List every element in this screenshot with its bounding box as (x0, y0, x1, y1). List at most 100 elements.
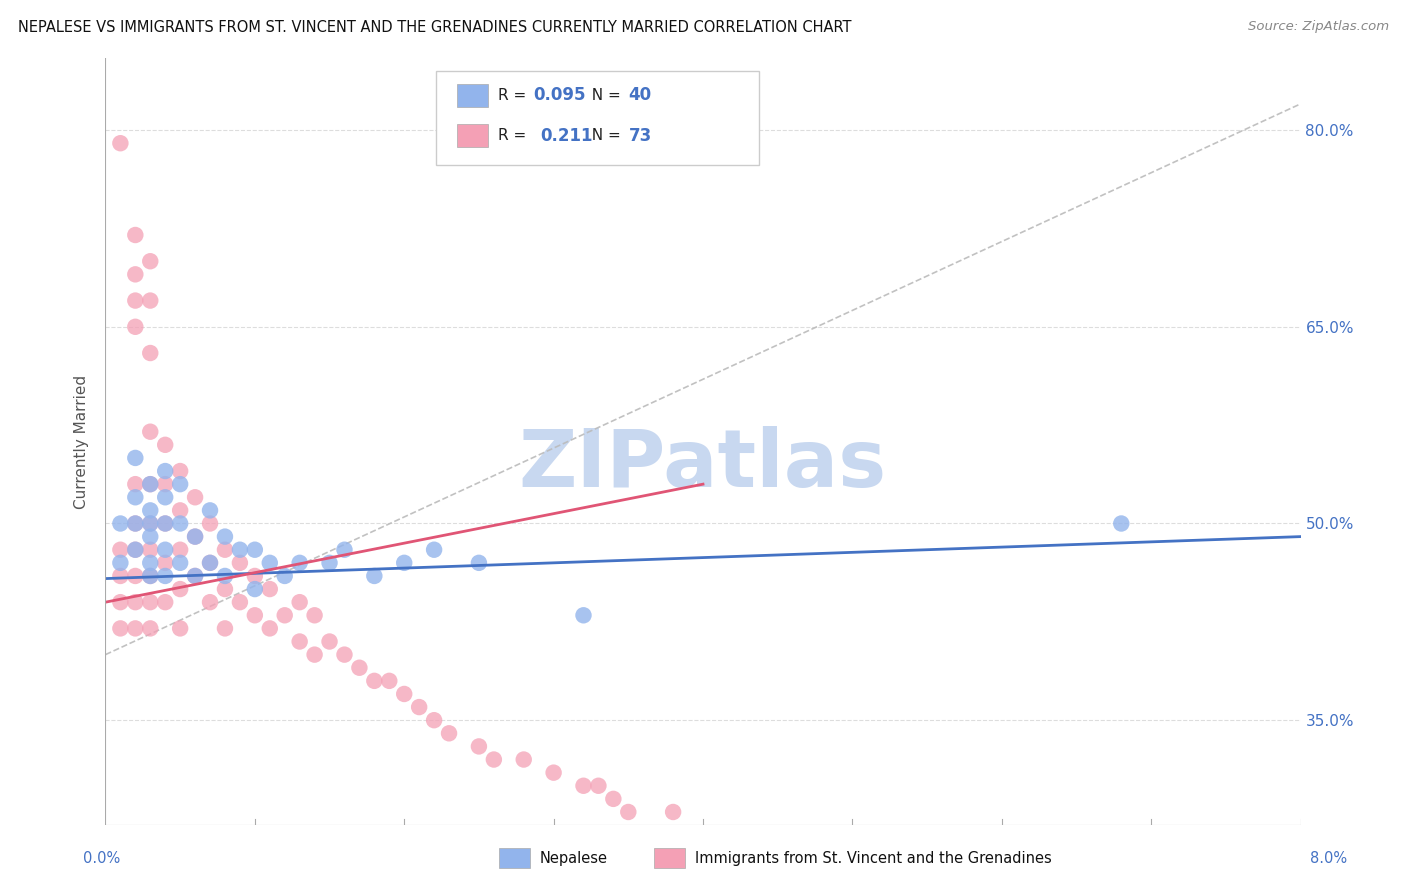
Point (110, 136, 132, 151)
Point (110, 516, 132, 531)
Point (124, 477, 146, 491)
Point (259, 556, 281, 570)
Point (139, 569, 162, 583)
Point (184, 569, 207, 583)
Point (333, 542, 356, 557)
Text: NEPALESE VS IMMIGRANTS FROM ST. VINCENT AND THE GRENADINES CURRENTLY MARRIED COR: NEPALESE VS IMMIGRANTS FROM ST. VINCENT … (18, 20, 852, 35)
Point (423, 542, 446, 557)
Point (198, 556, 221, 570)
Point (110, 569, 132, 583)
Text: ZIPatlas: ZIPatlas (519, 425, 887, 504)
Point (288, 595, 311, 609)
Point (392, 556, 416, 570)
Point (139, 503, 162, 517)
Point (423, 713, 446, 727)
Point (153, 516, 177, 531)
Text: N =: N = (582, 88, 626, 103)
Point (139, 293, 162, 308)
Point (392, 687, 416, 701)
Point (169, 556, 191, 570)
Point (110, 621, 132, 635)
Point (139, 346, 162, 360)
Point (198, 516, 221, 531)
Point (169, 503, 191, 517)
Point (139, 530, 162, 544)
Point (124, 319, 146, 334)
Point (363, 673, 385, 688)
Point (124, 268, 146, 282)
Point (139, 254, 162, 268)
Point (153, 477, 177, 491)
Point (408, 700, 430, 714)
Point (468, 556, 491, 570)
Point (124, 516, 146, 531)
Point (139, 542, 162, 557)
Text: R =: R = (498, 88, 531, 103)
Text: R =: R = (498, 128, 536, 143)
Point (572, 608, 595, 623)
Point (229, 542, 252, 557)
Point (139, 516, 162, 531)
Point (139, 569, 162, 583)
Point (124, 293, 146, 308)
Point (243, 582, 266, 596)
Point (229, 556, 252, 570)
Point (214, 542, 236, 557)
Point (184, 530, 207, 544)
Point (153, 569, 177, 583)
Point (153, 438, 177, 452)
Point (139, 621, 162, 635)
Point (153, 490, 177, 504)
Point (153, 542, 177, 557)
Text: 8.0%: 8.0% (1310, 851, 1347, 865)
Point (184, 569, 207, 583)
Point (243, 569, 266, 583)
Point (363, 569, 385, 583)
Point (139, 477, 162, 491)
Point (124, 542, 146, 557)
Point (153, 464, 177, 478)
Point (288, 556, 311, 570)
Y-axis label: Currently Married: Currently Married (75, 375, 90, 508)
Point (243, 608, 266, 623)
Point (124, 227, 146, 242)
Point (214, 569, 236, 583)
Point (304, 608, 326, 623)
Point (543, 765, 565, 780)
Point (139, 595, 162, 609)
Point (318, 556, 340, 570)
Point (243, 542, 266, 557)
Point (229, 595, 252, 609)
Point (110, 595, 132, 609)
Point (169, 582, 191, 596)
Point (139, 425, 162, 439)
Point (169, 477, 191, 491)
Point (214, 621, 236, 635)
Point (169, 621, 191, 635)
Point (349, 661, 371, 675)
Point (153, 595, 177, 609)
Point (588, 779, 610, 793)
Point (259, 582, 281, 596)
Point (198, 556, 221, 570)
Point (259, 621, 281, 635)
Point (124, 516, 146, 531)
Point (482, 752, 505, 766)
Point (153, 516, 177, 531)
Point (304, 648, 326, 662)
Text: 40: 40 (628, 87, 651, 104)
Point (662, 805, 685, 819)
Point (124, 569, 146, 583)
Point (184, 490, 207, 504)
Point (169, 516, 191, 531)
Point (124, 490, 146, 504)
Point (437, 726, 460, 740)
Point (153, 556, 177, 570)
Point (110, 556, 132, 570)
Point (273, 608, 295, 623)
Point (617, 805, 640, 819)
Point (378, 673, 401, 688)
Point (602, 792, 624, 806)
Point (124, 595, 146, 609)
Text: 0.211: 0.211 (540, 127, 592, 145)
